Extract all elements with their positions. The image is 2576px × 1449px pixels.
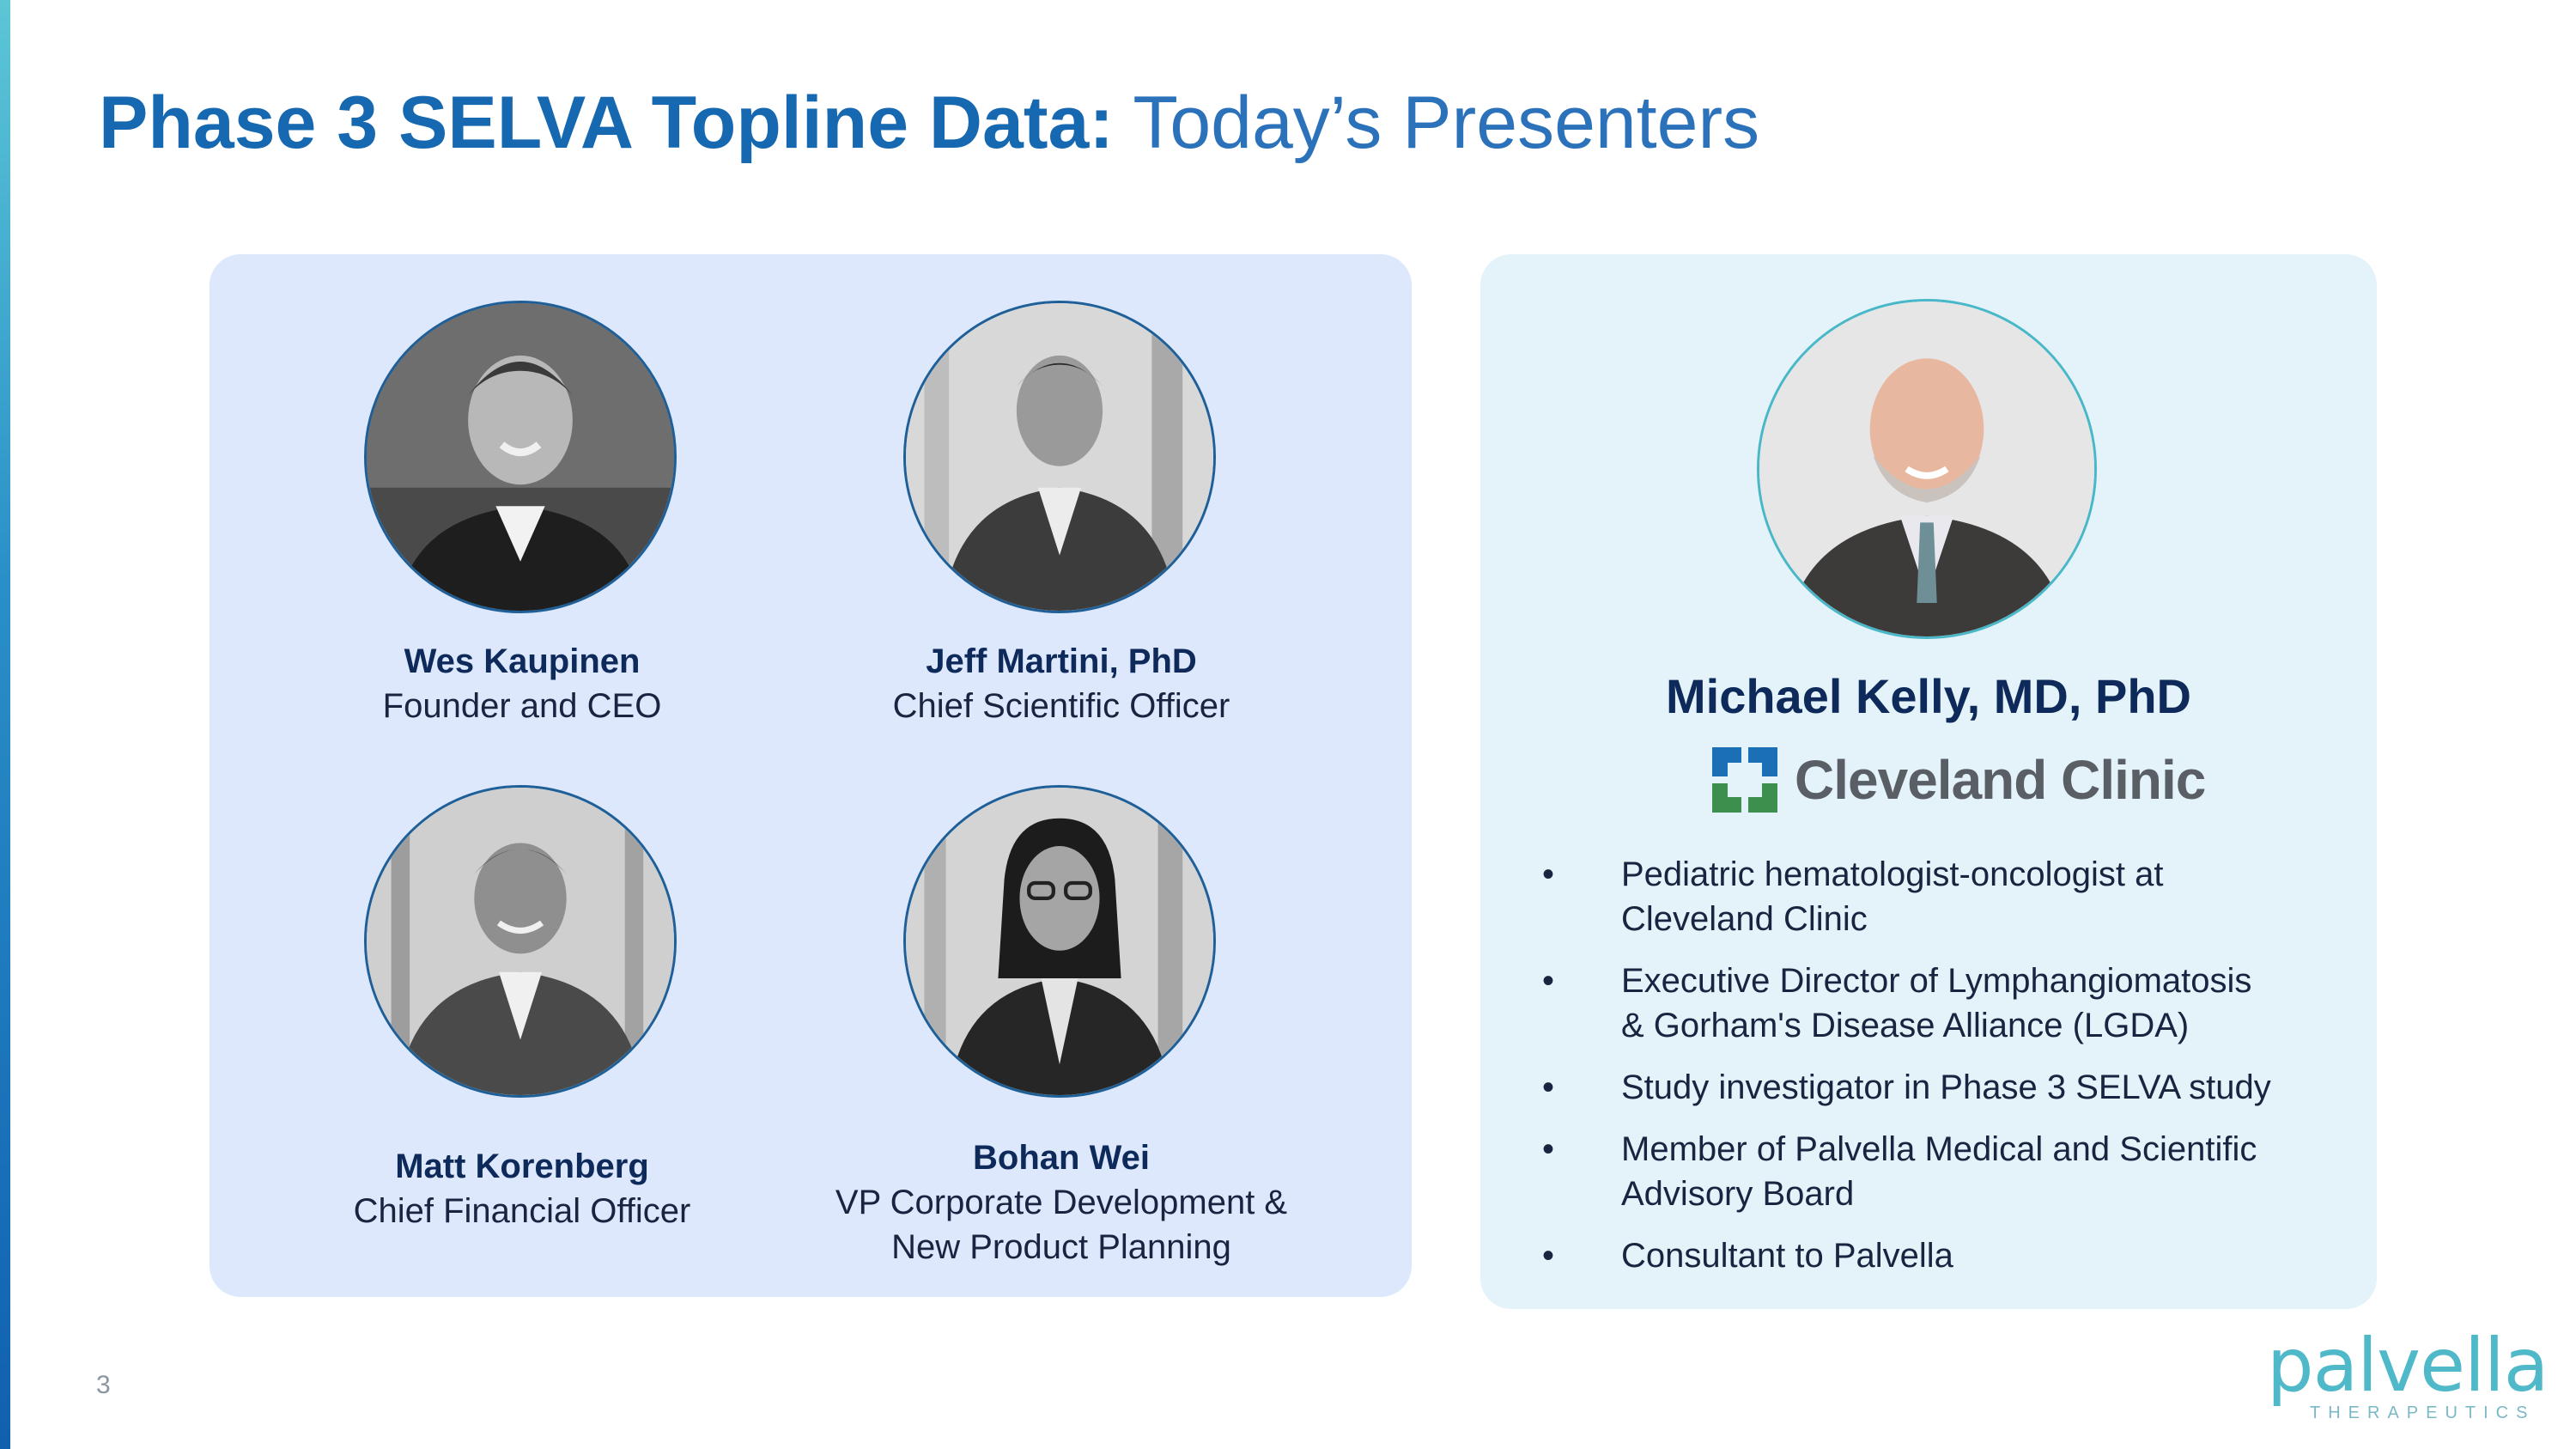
bullet-icon: • (1542, 1130, 1555, 1168)
presenter-role: Founder and CEO (382, 687, 662, 725)
person-photo-icon (906, 788, 1213, 1095)
featured-presenter-name: Michael Kelly, MD, PhD (1666, 669, 2191, 723)
bio-item: • Study investigator in Phase 3 SELVA st… (1537, 1065, 2353, 1110)
presenter-role: Chief Financial Officer (353, 1192, 691, 1230)
featured-bio-list: • Pediatric hematologist-oncologist at C… (1537, 852, 2353, 1295)
portrait-matt-korenberg (364, 785, 677, 1098)
presenter-role: VP Corporate Development & (835, 1184, 1288, 1221)
portrait-michael-kelly (1757, 299, 2097, 639)
portrait-jeff-martini (903, 301, 1216, 613)
person-photo-icon (367, 303, 674, 611)
bullet-icon: • (1542, 855, 1555, 893)
presenter-name: Bohan Wei (973, 1139, 1150, 1177)
palvella-logo: palvella THERAPEUTICS (2267, 1324, 2549, 1426)
presenter-role-line2: New Product Planning (891, 1228, 1231, 1266)
slide-title: Phase 3 SELVA Topline Data: Today’s Pres… (99, 76, 1759, 170)
presenter-name: Wes Kaupinen (404, 642, 641, 680)
cleveland-clinic-cross-icon (1712, 747, 1777, 813)
person-photo-icon (906, 303, 1213, 611)
portrait-bohan-wei (903, 785, 1216, 1098)
presenter-role: Chief Scientific Officer (892, 687, 1230, 725)
clinic-name: Cleveland Clinic (1795, 749, 2206, 811)
page-number: 3 (96, 1371, 111, 1399)
title-bold: Phase 3 SELVA Topline Data: (99, 82, 1114, 164)
title-light: Today’s Presenters (1133, 82, 1760, 164)
person-photo-icon (367, 788, 674, 1095)
bio-item: • Member of Palvella Medical and Scienti… (1537, 1127, 2353, 1216)
cleveland-clinic-logo: Cleveland Clinic (1709, 740, 2206, 818)
portrait-wes-kaupinen (364, 301, 677, 613)
brand-tagline: THERAPEUTICS (2310, 1403, 2536, 1422)
brand-wordmark: palvella (2267, 1323, 2549, 1409)
bullet-icon: • (1542, 1237, 1555, 1275)
bio-item: • Pediatric hematologist-oncologist at C… (1537, 852, 2353, 941)
bio-item: • Executive Director of Lymphangiomatosi… (1537, 959, 2353, 1048)
person-photo-icon (1759, 301, 2094, 636)
left-accent-bar (0, 0, 10, 1449)
presenter-name: Matt Korenberg (395, 1148, 649, 1185)
bullet-icon: • (1542, 962, 1555, 1000)
presenter-name: Jeff Martini, PhD (926, 642, 1197, 680)
bullet-icon: • (1542, 1068, 1555, 1106)
bio-item: • Consultant to Palvella (1537, 1233, 2353, 1278)
